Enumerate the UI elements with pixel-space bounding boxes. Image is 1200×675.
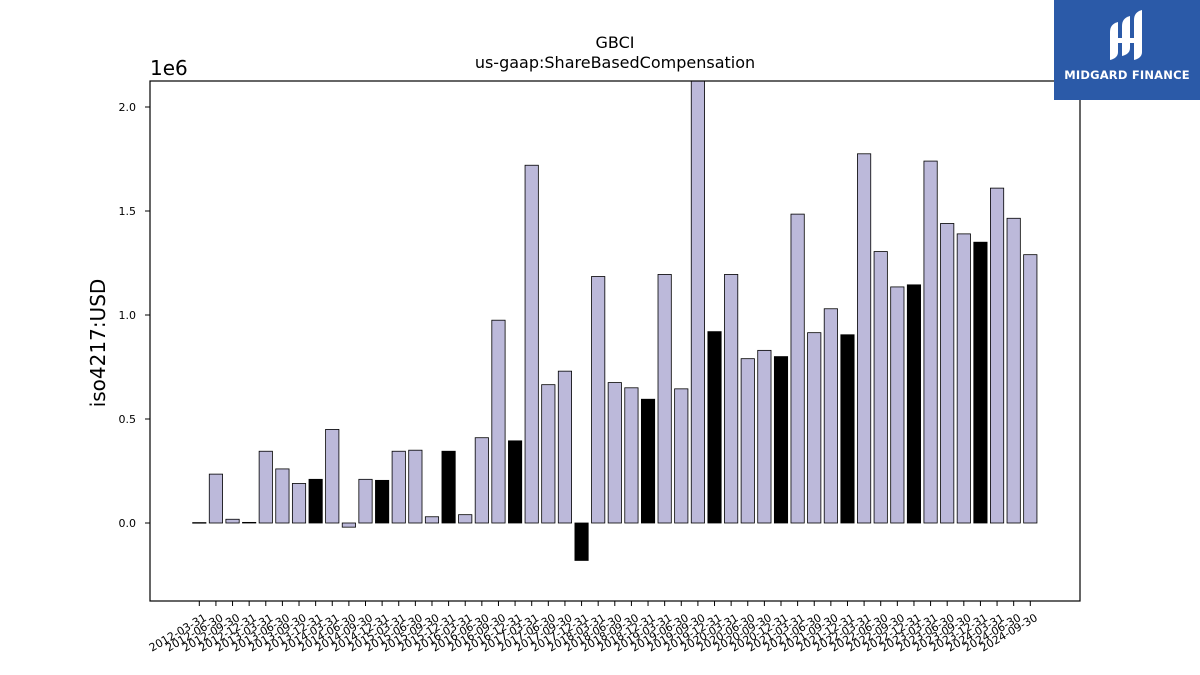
- bar-2015-09-30: [424, 516, 440, 524]
- bar-2012-03-31: [192, 522, 207, 524]
- bar-2024-03-31: [990, 187, 1005, 524]
- bar-2014-09-30: [358, 478, 373, 524]
- bar-2022-12-31: [906, 284, 922, 524]
- chart-subtitle: us-gaap:ShareBasedCompensation: [475, 53, 755, 72]
- bar-2023-09-30: [956, 233, 971, 524]
- bar-2017-06-30: [541, 384, 556, 524]
- chart-title: GBCI: [596, 33, 635, 52]
- bar-2023-06-30: [940, 223, 955, 524]
- logo-text: MIDGARD FINANCE: [1064, 68, 1190, 82]
- bar-2020-06-30: [740, 358, 755, 524]
- bar-2018-03-31: [591, 276, 606, 524]
- bar-2024-06-30: [1006, 217, 1021, 524]
- bar-2018-12-31: [640, 398, 656, 524]
- bar-2022-03-31: [857, 153, 872, 524]
- bar-2022-06-30: [873, 251, 888, 524]
- bar-2012-12-31: [242, 521, 257, 524]
- y-tick-label: 0.0: [119, 517, 137, 530]
- bar-2013-06-30: [275, 468, 290, 524]
- bar-2022-09-30: [890, 286, 905, 524]
- bar-2015-06-30: [408, 449, 423, 524]
- bar-2016-09-30: [491, 319, 506, 524]
- bar-2013-12-31: [308, 478, 323, 524]
- bar-2019-03-31: [657, 274, 672, 524]
- bar-2016-03-31: [458, 514, 473, 524]
- bar-2017-12-31: [574, 522, 589, 561]
- bar-2021-06-30: [807, 332, 822, 524]
- bar-2013-09-30: [291, 483, 307, 524]
- bar-2019-12-31: [707, 331, 722, 524]
- bar-2013-03-31: [258, 450, 273, 524]
- bar-2021-12-31: [840, 334, 855, 524]
- bar-2024-09-30: [1023, 254, 1038, 524]
- bar-2012-06-30: [208, 473, 223, 524]
- bar-2014-06-30: [341, 522, 356, 528]
- midgard-logo-icon: [1110, 10, 1142, 60]
- x-ticks-group: 2012-03-312012-06-302012-09-302012-12-31…: [147, 601, 1040, 654]
- bar-2021-09-30: [823, 308, 838, 524]
- bar-2020-03-31: [724, 274, 739, 524]
- bar-2019-09-30: [690, 80, 705, 524]
- bar-2018-09-30: [624, 387, 639, 524]
- plot-frame: [149, 80, 1081, 602]
- bar-2014-03-31: [325, 428, 340, 524]
- y-tick-label: 1.0: [119, 309, 137, 322]
- bar-2017-03-31: [524, 164, 539, 524]
- y-offset-label: 1e6: [150, 56, 188, 80]
- y-ticks-group: 0.0 0.5 1.0 1.5 2.0: [119, 101, 150, 530]
- y-tick-label: 2.0: [119, 101, 137, 114]
- bar-2016-06-30: [474, 437, 489, 524]
- bar-2015-12-31: [441, 450, 456, 524]
- y-tick-label: 0.5: [119, 413, 137, 426]
- bar-2018-06-30: [607, 382, 622, 524]
- bar-2015-03-31: [391, 450, 406, 524]
- y-tick-label: 1.5: [119, 205, 137, 218]
- bar-2016-12-31: [508, 440, 523, 524]
- bars-group: [192, 80, 1038, 561]
- bar-2023-12-31: [973, 241, 988, 524]
- midgard-finance-logo: MIDGARD FINANCE: [1054, 0, 1200, 100]
- bar-2020-12-31: [773, 356, 789, 524]
- bar-2019-06-30: [674, 388, 689, 524]
- bar-2017-09-30: [557, 370, 572, 524]
- bar-2020-09-30: [757, 349, 772, 524]
- bar-2014-12-31: [375, 479, 390, 524]
- bar-2021-03-31: [790, 213, 805, 524]
- y-axis-label: iso4217:USD: [86, 279, 110, 408]
- bar-2023-03-31: [923, 160, 938, 524]
- bar-2012-09-30: [225, 518, 240, 524]
